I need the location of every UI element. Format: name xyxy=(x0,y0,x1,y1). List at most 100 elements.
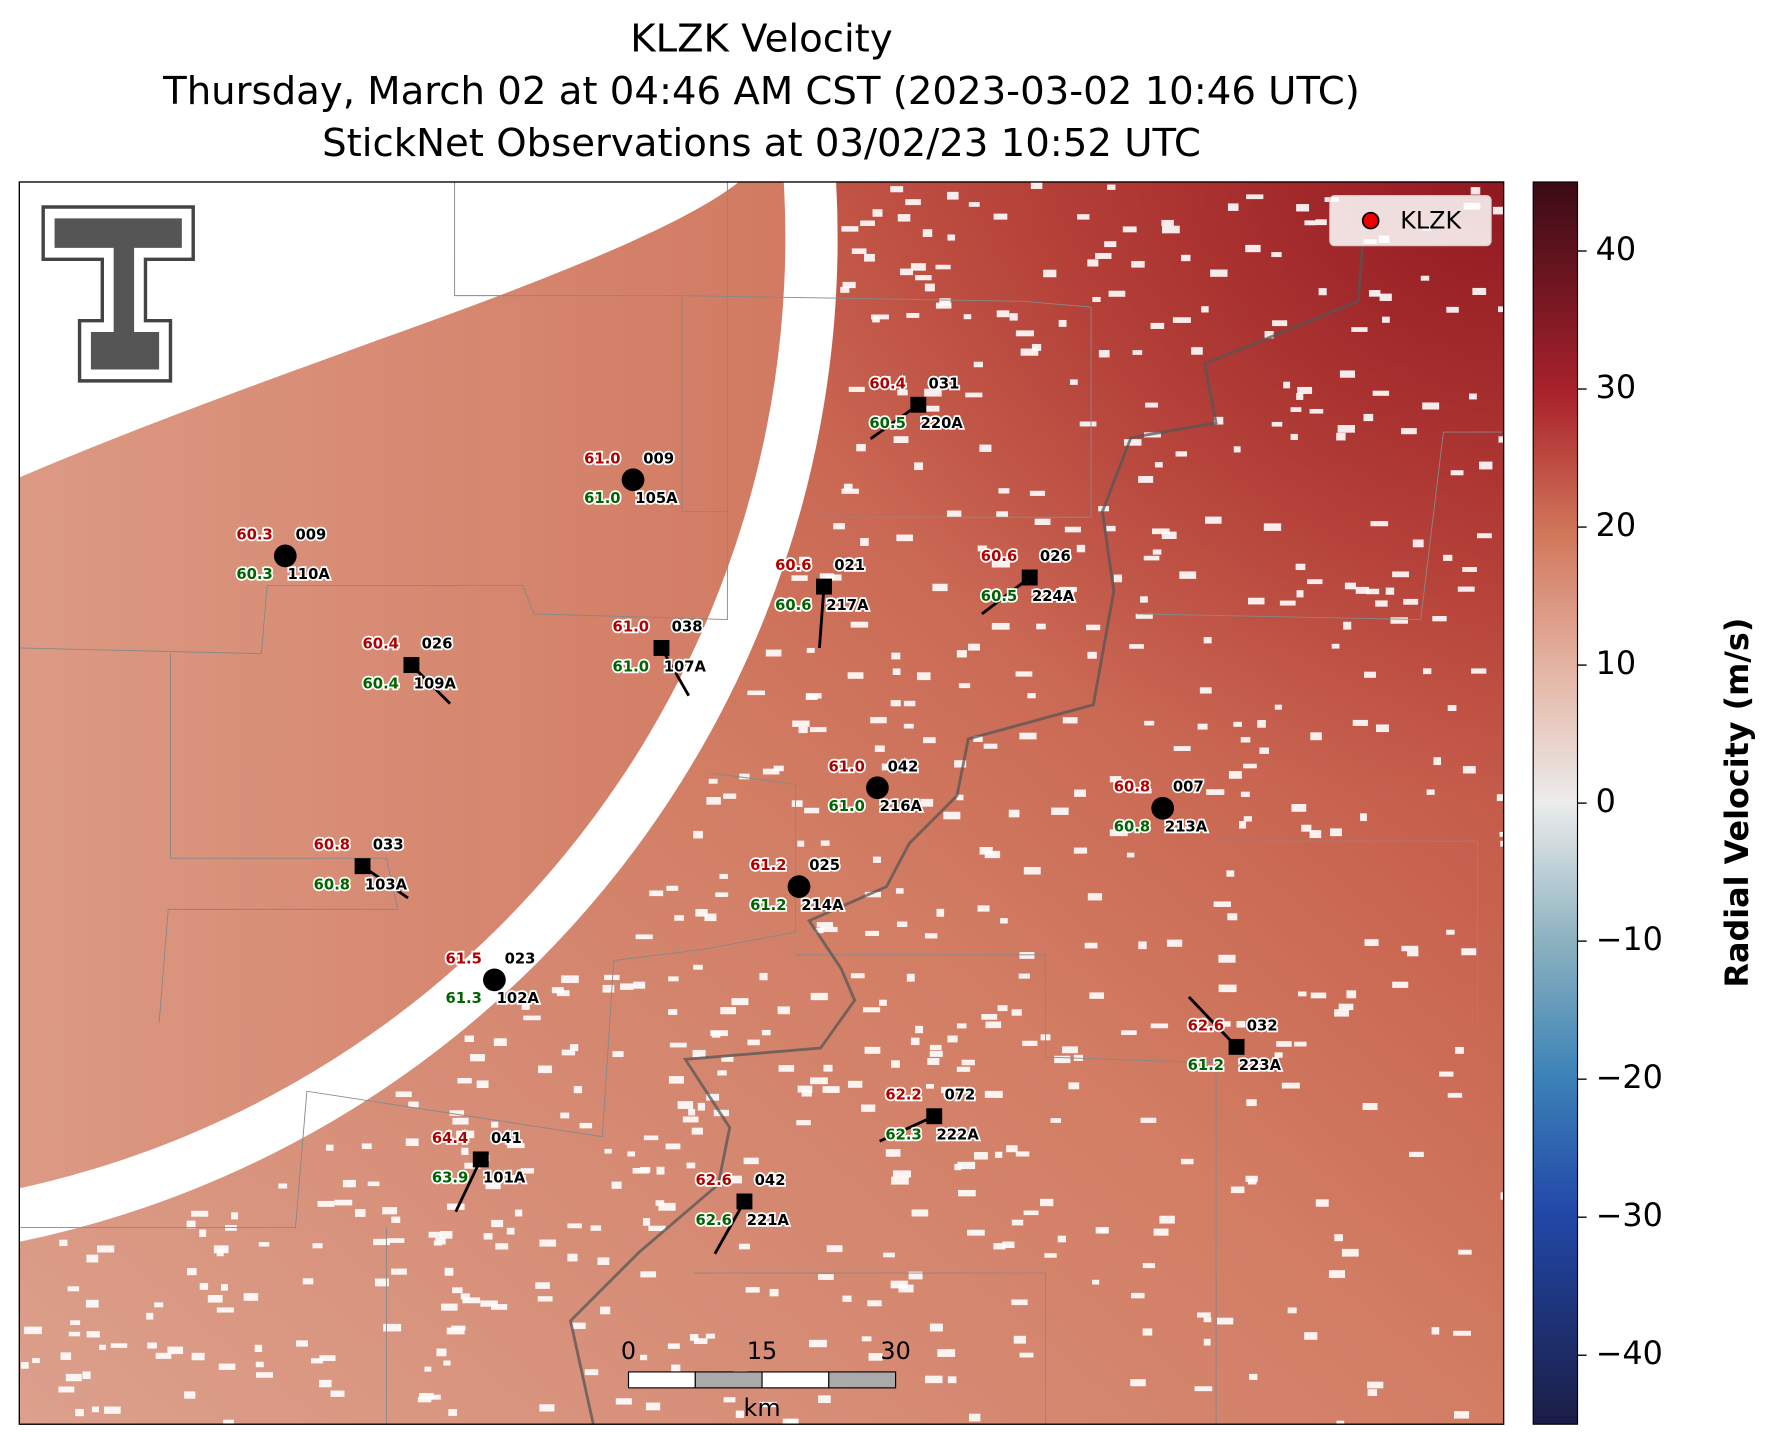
speck xyxy=(218,1363,236,1370)
speck xyxy=(1447,1092,1463,1098)
station-id: 103A xyxy=(365,877,408,894)
station-marker xyxy=(1021,569,1038,586)
dewpoint: 60.4 xyxy=(363,675,399,692)
speck xyxy=(569,1044,579,1052)
speck xyxy=(405,1138,419,1147)
speck xyxy=(1151,528,1170,535)
speck xyxy=(99,1344,106,1350)
speck xyxy=(480,1300,498,1307)
station-id: 102A xyxy=(497,990,540,1007)
speck xyxy=(801,1090,812,1097)
speck xyxy=(1462,766,1476,774)
speck xyxy=(885,1149,901,1157)
speck xyxy=(1382,316,1390,323)
speck xyxy=(1329,828,1342,837)
speck xyxy=(612,1051,624,1058)
title-line: StickNet Observations at 03/02/23 10:52 … xyxy=(322,121,1201,166)
speck xyxy=(382,1207,398,1215)
speck xyxy=(1022,1040,1038,1047)
speck xyxy=(1061,1046,1078,1054)
speck xyxy=(1328,1270,1346,1279)
temperature: 62.6 xyxy=(1188,1017,1224,1034)
station-marker xyxy=(621,468,645,492)
speck xyxy=(1011,1009,1022,1016)
speck xyxy=(798,726,808,734)
speck xyxy=(1197,1312,1211,1318)
station-code: 023 xyxy=(505,950,536,967)
speck xyxy=(213,1245,229,1254)
speck xyxy=(808,1339,827,1348)
speck xyxy=(1472,287,1487,295)
speck xyxy=(571,1322,586,1329)
temperature: 60.8 xyxy=(1114,779,1150,796)
speck xyxy=(1180,1158,1194,1165)
speck xyxy=(604,974,620,981)
speck xyxy=(642,1218,651,1226)
speck xyxy=(883,1252,895,1258)
speck xyxy=(981,1013,998,1020)
scale-segment xyxy=(828,1371,897,1389)
speck xyxy=(947,234,956,241)
station-code: 042 xyxy=(755,1172,786,1189)
speck xyxy=(996,511,1009,518)
speck xyxy=(1392,981,1409,988)
temperature: 61.0 xyxy=(829,758,865,775)
speck xyxy=(361,1143,372,1150)
speck xyxy=(1036,623,1046,630)
speck xyxy=(91,1406,99,1413)
speck xyxy=(317,1200,335,1207)
station-code: 009 xyxy=(295,526,326,543)
temperature: 60.8 xyxy=(314,837,350,854)
speck xyxy=(428,1231,442,1238)
speck xyxy=(440,1230,453,1239)
speck xyxy=(1023,867,1041,875)
speck xyxy=(745,1287,760,1293)
speck xyxy=(1142,1328,1153,1336)
speck xyxy=(979,847,993,855)
speck xyxy=(1123,439,1142,446)
dewpoint: 61.0 xyxy=(613,658,649,675)
speck xyxy=(895,888,904,894)
station-marker xyxy=(736,1193,753,1210)
speck xyxy=(710,1030,729,1037)
station-id: 223A xyxy=(1239,1057,1282,1074)
speck xyxy=(842,1295,852,1302)
speck xyxy=(1161,225,1180,234)
colorbar-tick-label: 20 xyxy=(1596,506,1636,544)
speck xyxy=(408,1101,419,1108)
speck xyxy=(851,248,867,255)
speck xyxy=(1243,816,1252,822)
speck xyxy=(706,1093,720,1101)
speck xyxy=(32,1358,40,1364)
speck xyxy=(991,560,1010,568)
speck xyxy=(1073,847,1088,854)
speck xyxy=(906,313,920,318)
station-id: 222A xyxy=(937,1127,980,1144)
speck xyxy=(147,1342,157,1349)
speck xyxy=(640,1354,648,1361)
speck xyxy=(635,934,653,940)
speck xyxy=(783,598,795,604)
speck xyxy=(191,1352,205,1361)
speck xyxy=(1227,203,1239,211)
speck xyxy=(334,1199,353,1206)
speck xyxy=(1087,651,1097,659)
station-id: 221A xyxy=(747,1212,790,1229)
speck xyxy=(1064,526,1081,533)
speck xyxy=(1368,290,1381,297)
speck xyxy=(842,281,856,289)
speck xyxy=(417,1397,432,1403)
speck xyxy=(818,1274,834,1280)
speck xyxy=(1152,549,1162,555)
speck xyxy=(1153,1228,1169,1236)
speck xyxy=(1011,1219,1024,1226)
speck xyxy=(1161,219,1174,227)
speck xyxy=(1433,757,1442,766)
speck xyxy=(539,1404,555,1412)
speck xyxy=(890,1280,908,1289)
speck xyxy=(296,1340,308,1347)
temperature: 60.4 xyxy=(869,375,905,392)
speck xyxy=(464,1162,481,1169)
speck xyxy=(367,1181,380,1187)
speck xyxy=(1140,1117,1157,1123)
